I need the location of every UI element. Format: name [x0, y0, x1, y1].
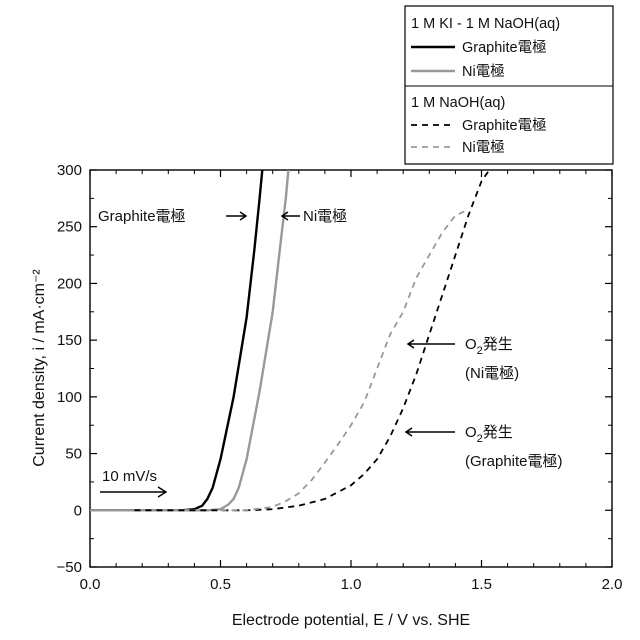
- annotation-o2-ni-line2: (Ni電極): [465, 365, 519, 382]
- x-tick-label: 0.5: [210, 576, 231, 593]
- legend-group1-title: 1 M KI - 1 M NaOH(aq): [411, 16, 560, 32]
- y-tick-label: 300: [57, 162, 82, 179]
- y-tick-label: 100: [57, 389, 82, 406]
- legend-label-2: Graphite電極: [462, 117, 547, 134]
- plot-frame: [90, 170, 612, 567]
- y-tick-label: 0: [74, 502, 82, 519]
- x-tick-label: 2.0: [602, 576, 623, 593]
- legend-group2-title: 1 M NaOH(aq): [411, 95, 505, 111]
- x-tick-label: 1.5: [471, 576, 492, 593]
- y-tick-label: 50: [65, 446, 82, 463]
- y-tick-label: 150: [57, 332, 82, 349]
- annotation-o2-ni-line1: O2発生: [465, 336, 513, 357]
- annotation-arrow-o2-ni: [408, 340, 455, 348]
- series-line-3: [221, 210, 469, 511]
- y-tick-label: 250: [57, 219, 82, 236]
- annotation-scan-rate: 10 mV/s: [102, 468, 157, 485]
- legend-label-1: Ni電極: [462, 63, 505, 80]
- annotation-graphite-kI: Graphite電極: [98, 208, 186, 225]
- x-tick-label: 1.0: [341, 576, 362, 593]
- x-tick-label: 0.0: [80, 576, 101, 593]
- x-axis-title: Electrode potential, E / V vs. SHE: [232, 612, 470, 629]
- annotation-o2-graphite-line2: (Graphite電極): [465, 453, 563, 470]
- legend-label-0: Graphite電極: [462, 39, 547, 56]
- chart: 0.0 0.5 1.0 1.5 2.0 −50 0 50 100 150 200 250 300 El…: [0, 0, 640, 640]
- annotation-arrow-graphite: [226, 212, 246, 220]
- annotation-scan-arrow: [100, 487, 166, 497]
- y-axis-title: Current density, i / mA·cm⁻²: [31, 269, 48, 467]
- y-tick-label: 200: [57, 275, 82, 292]
- x-axis-ticks: 0.0 0.5 1.0 1.5 2.0: [80, 170, 623, 593]
- annotation-ni-kI: Ni電極: [303, 208, 347, 225]
- legend: 1 M KI - 1 M NaOH(aq) 1 M NaOH(aq) Graph…: [405, 6, 613, 164]
- annotation-o2-graphite-line1: O2発生: [465, 424, 513, 445]
- annotation-arrow-o2-graphite: [406, 428, 455, 436]
- y-tick-label: −50: [57, 559, 82, 576]
- legend-label-3: Ni電極: [462, 139, 505, 156]
